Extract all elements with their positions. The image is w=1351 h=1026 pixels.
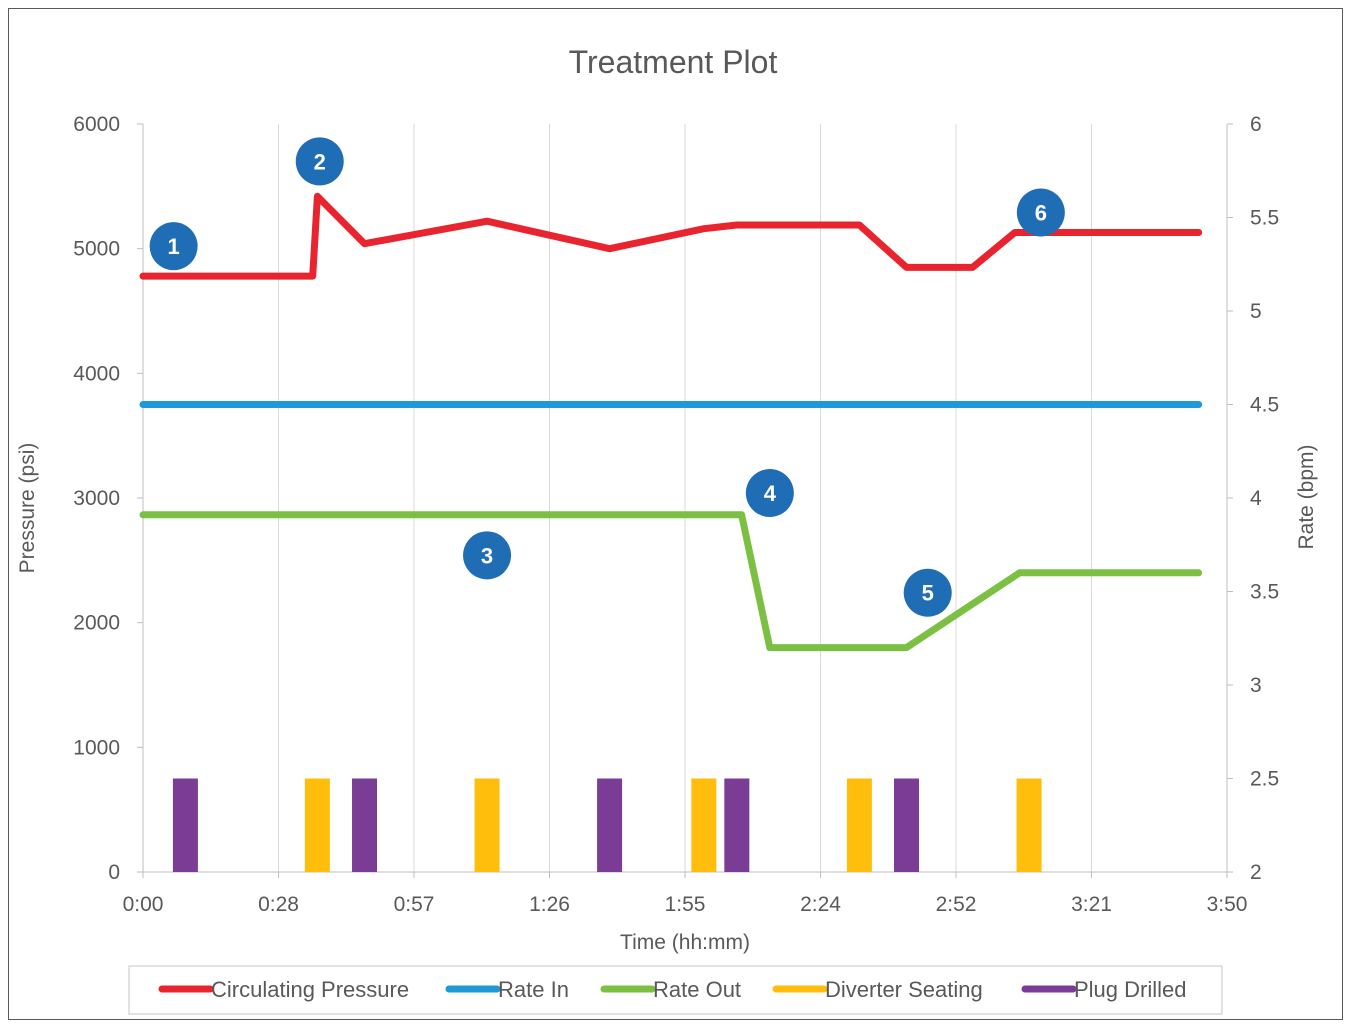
x-tick-label: 1:26 [529, 893, 570, 916]
y-left-tick-label: 0 [108, 861, 120, 884]
legend-label-plug-drilled: Plug Drilled [1074, 977, 1187, 1002]
legend-label-diverter-seating: Diverter Seating [825, 977, 983, 1002]
annotation-label-5: 5 [922, 581, 934, 606]
y-right-tick-label: 2.5 [1250, 768, 1279, 791]
diverter-seating-bar [846, 778, 872, 872]
diverter-seating-bar [474, 778, 500, 872]
legend: Circulating Pressure Rate In Rate Out Diver… [128, 965, 1223, 1015]
x-tick-label: 1:55 [665, 893, 706, 916]
x-tick-label: 0:28 [258, 893, 299, 916]
legend-label-circulating-pressure: Circulating Pressure [211, 977, 409, 1002]
tick-labels: 0:00 0:28 0:57 1:26 1:55 2:24 2:52 3:21 3:50 0 100… [73, 113, 1279, 916]
x-tick-label: 0:57 [394, 893, 435, 916]
annotation-label-1: 1 [168, 234, 180, 259]
x-tick-label: 3:21 [1071, 893, 1112, 916]
plug-drilled-bar [172, 778, 198, 872]
annotation-marker-4 [745, 469, 794, 518]
plug-drilled-bar [597, 778, 623, 872]
diverter-seating-bar [1016, 778, 1042, 872]
y-left-tick-label: 4000 [73, 362, 120, 385]
plug-drilled-bar [894, 778, 920, 872]
event-bars [172, 778, 1042, 872]
chart-title: Treatment Plot [569, 44, 778, 80]
annotation-marker-2 [295, 137, 344, 186]
x-tick-label: 3:50 [1207, 893, 1248, 916]
annotation-marker-1 [149, 222, 198, 271]
plug-drilled-bar [352, 778, 378, 872]
y-right-tick-label: 4 [1250, 487, 1262, 510]
legend-items: Circulating Pressure Rate In Rate Out Diver… [158, 977, 1187, 1002]
annotation-label-3: 3 [481, 543, 493, 568]
y-left-tick-label: 3000 [73, 487, 120, 510]
annotation-marker-6 [1016, 188, 1065, 237]
y-right-tick-label: 6 [1250, 113, 1262, 136]
y-left-tick-label: 2000 [73, 612, 120, 635]
y-right-tick-label: 5 [1250, 300, 1262, 323]
annotation-markers: 1 2 3 4 5 6 [149, 137, 1065, 617]
legend-label-rate-out: Rate Out [653, 977, 741, 1002]
x-tick-label: 2:24 [800, 893, 841, 916]
x-axis-label: Time (hh:mm) [620, 931, 750, 954]
y-right-tick-label: 3 [1250, 674, 1262, 697]
rate-out-line [139, 511, 1203, 652]
y-axis-right-label: Rate (bpm) [1295, 444, 1318, 549]
axes [137, 123, 1233, 878]
y-right-tick-label: 5.5 [1250, 207, 1279, 230]
diverter-seating-bar [304, 778, 330, 872]
y-left-tick-label: 1000 [73, 736, 120, 759]
y-left-tick-label: 5000 [73, 238, 120, 261]
plug-drilled-bar [724, 778, 750, 872]
y-axis-left-label: Pressure (psi) [16, 443, 39, 574]
y-right-tick-label: 2 [1250, 861, 1262, 884]
annotation-marker-5 [903, 568, 952, 617]
series-lines [139, 192, 1203, 652]
x-tick-label: 0:00 [123, 893, 164, 916]
y-right-tick-label: 4.5 [1250, 394, 1279, 417]
legend-label-rate-in: Rate In [498, 977, 569, 1002]
diverter-seating-bar [691, 778, 717, 872]
annotation-label-4: 4 [764, 481, 777, 506]
annotation-label-2: 2 [314, 149, 326, 174]
circulating-pressure-line [139, 192, 1203, 280]
y-left-tick-label: 6000 [73, 113, 120, 136]
annotation-label-6: 6 [1035, 201, 1047, 226]
x-tick-label: 2:52 [936, 893, 977, 916]
y-right-tick-label: 3.5 [1250, 581, 1279, 604]
annotation-marker-3 [463, 531, 512, 580]
